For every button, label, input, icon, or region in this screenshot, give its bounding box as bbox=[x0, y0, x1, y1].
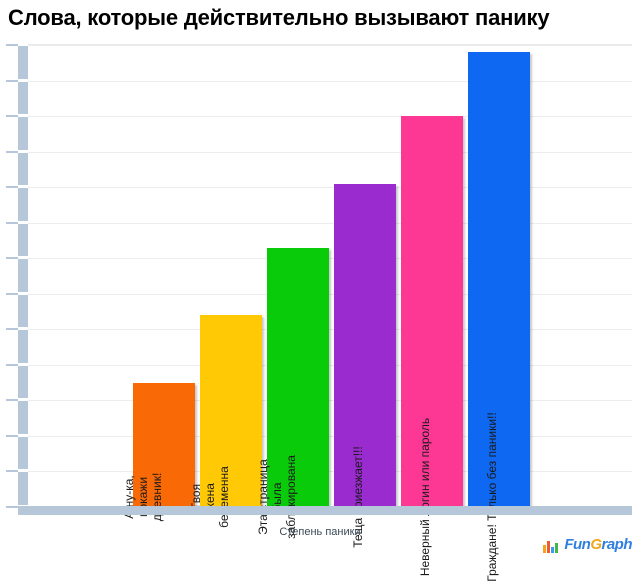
gridline bbox=[28, 294, 632, 295]
gridline bbox=[28, 258, 632, 259]
bar[interactable]: Неверный логин или пароль bbox=[401, 116, 463, 576]
y-axis-tick bbox=[6, 293, 18, 295]
y-axis-segment bbox=[18, 366, 28, 398]
y-axis-segment bbox=[18, 295, 28, 327]
bar-chart-logo-icon bbox=[543, 540, 559, 553]
y-axis-segment bbox=[18, 401, 28, 434]
gridline bbox=[28, 436, 632, 437]
gridline bbox=[28, 152, 632, 153]
bar-label: Твоя жена беременна bbox=[189, 466, 231, 528]
y-axis-segment bbox=[18, 153, 28, 185]
y-axis-tick bbox=[6, 506, 18, 508]
bar-label: Неверный логин или пароль bbox=[418, 417, 432, 577]
page-title: Слова, которые действительно вызывают па… bbox=[8, 5, 550, 30]
y-axis-segment bbox=[18, 259, 28, 292]
plot-area: А ну-ка, покажи дневник! Твоя жена беременна Э… bbox=[28, 44, 632, 582]
logo-text-g: G bbox=[590, 536, 602, 553]
logo-text: FunGraph bbox=[564, 537, 632, 553]
y-axis-tick bbox=[6, 470, 18, 472]
y-axis-tick bbox=[6, 435, 18, 437]
x-axis bbox=[28, 506, 632, 515]
gridline bbox=[28, 223, 632, 224]
y-axis-segment bbox=[18, 46, 28, 79]
logo-text-raph: raph bbox=[601, 536, 632, 553]
axis-corner bbox=[18, 506, 28, 515]
bar[interactable]: Твоя жена беременна bbox=[189, 315, 262, 528]
gridline bbox=[28, 471, 632, 472]
bar-label: Граждане! Только без паники!! bbox=[485, 412, 499, 582]
y-axis-segment bbox=[18, 188, 28, 221]
bar[interactable]: Эта страница была заблокирована bbox=[256, 248, 329, 539]
logo-text-fun: Fun bbox=[564, 536, 591, 553]
fungraph-logo[interactable]: FunGraph bbox=[543, 534, 632, 556]
y-axis-tick bbox=[6, 364, 18, 366]
bar[interactable]: Граждане! Только без паники!! bbox=[468, 52, 530, 582]
y-axis-segment bbox=[18, 224, 28, 256]
bar[interactable]: А ну-ка, покажи дневник! bbox=[122, 383, 195, 521]
y-axis-tick bbox=[6, 44, 18, 46]
gridline bbox=[28, 116, 632, 117]
gridline bbox=[28, 329, 632, 330]
y-axis-tick bbox=[6, 328, 18, 330]
y-axis bbox=[6, 44, 28, 514]
y-axis-tick bbox=[6, 115, 18, 117]
y-axis-tick bbox=[6, 257, 18, 259]
gridline bbox=[28, 187, 632, 188]
gridline bbox=[28, 400, 632, 401]
y-axis-segment bbox=[18, 117, 28, 150]
bar-chart: Слова, которые действительно вызывают па… bbox=[6, 5, 633, 582]
y-axis-tick bbox=[6, 151, 18, 153]
y-axis-segment bbox=[18, 437, 28, 469]
y-axis-segment bbox=[18, 330, 28, 363]
gridline bbox=[28, 81, 632, 82]
y-axis-tick bbox=[6, 222, 18, 224]
bar[interactable]: Теща приезжает!!! bbox=[334, 184, 396, 548]
y-axis-segment bbox=[18, 82, 28, 114]
x-axis-title: Степень паники bbox=[279, 526, 361, 538]
gridline bbox=[28, 45, 632, 46]
y-axis-segment bbox=[18, 472, 28, 505]
gridline bbox=[28, 365, 632, 366]
y-axis-tick bbox=[6, 80, 18, 82]
y-axis-tick bbox=[6, 186, 18, 188]
y-axis-tick bbox=[6, 399, 18, 401]
